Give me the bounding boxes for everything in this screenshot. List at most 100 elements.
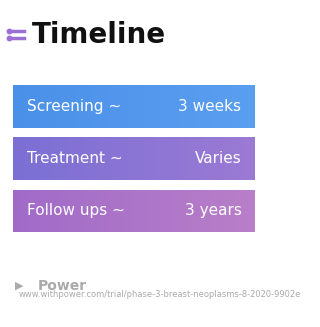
Bar (202, 190, 204, 232)
Bar (35, 85, 38, 128)
Bar (207, 137, 209, 180)
Bar (47, 137, 50, 180)
Bar (105, 85, 108, 128)
Bar (170, 190, 173, 232)
Bar (219, 137, 221, 180)
Bar (180, 137, 183, 180)
Bar (214, 190, 217, 232)
Bar (33, 190, 36, 232)
Bar (228, 85, 231, 128)
Bar (16, 137, 19, 180)
Bar (139, 137, 142, 180)
Bar (228, 190, 231, 232)
Bar (67, 190, 69, 232)
Bar (50, 85, 52, 128)
Bar (74, 85, 76, 128)
Bar (238, 85, 241, 128)
Bar (115, 85, 117, 128)
Bar (134, 190, 137, 232)
Text: Treatment ~: Treatment ~ (27, 151, 123, 166)
Bar (245, 137, 248, 180)
Bar (42, 137, 45, 180)
Bar (100, 85, 103, 128)
Bar (197, 85, 200, 128)
Bar (37, 85, 40, 128)
Bar (134, 137, 137, 180)
Bar (161, 137, 164, 180)
Bar (207, 85, 209, 128)
Bar (59, 137, 62, 180)
Bar (54, 190, 57, 232)
Bar (47, 85, 50, 128)
Bar (124, 85, 127, 128)
Bar (240, 190, 243, 232)
Bar (37, 137, 40, 180)
Bar (185, 85, 188, 128)
Bar (163, 190, 166, 232)
Bar (158, 190, 161, 232)
Text: Timeline: Timeline (32, 21, 166, 49)
Bar (204, 137, 207, 180)
Bar (28, 137, 31, 180)
Bar (35, 190, 38, 232)
Bar (163, 137, 166, 180)
Bar (248, 190, 250, 232)
Bar (243, 85, 245, 128)
Bar (76, 190, 79, 232)
Bar (122, 190, 125, 232)
Bar (223, 85, 226, 128)
Bar (139, 190, 142, 232)
Bar (71, 137, 74, 180)
Bar (148, 137, 151, 180)
Bar (35, 137, 38, 180)
Bar (64, 190, 67, 232)
Bar (146, 190, 149, 232)
Bar (250, 85, 253, 128)
Bar (132, 137, 134, 180)
Bar (13, 85, 16, 128)
Bar (117, 190, 120, 232)
Bar (45, 137, 47, 180)
Text: Varies: Varies (195, 151, 241, 166)
Bar (163, 85, 166, 128)
Bar (182, 85, 185, 128)
Bar (112, 190, 115, 232)
Bar (79, 190, 81, 232)
Bar (59, 85, 62, 128)
Bar (100, 137, 103, 180)
Bar (62, 85, 64, 128)
Bar (21, 85, 23, 128)
Bar (173, 85, 175, 128)
Bar (26, 85, 28, 128)
Bar (231, 85, 233, 128)
Bar (214, 137, 217, 180)
Bar (98, 137, 100, 180)
Bar (103, 190, 105, 232)
Bar (127, 85, 130, 128)
Bar (223, 137, 226, 180)
Bar (252, 190, 255, 232)
Bar (252, 85, 255, 128)
Bar (223, 190, 226, 232)
Bar (71, 85, 74, 128)
Bar (190, 137, 192, 180)
Bar (76, 137, 79, 180)
Bar (100, 190, 103, 232)
Bar (120, 190, 122, 232)
Bar (233, 137, 236, 180)
Bar (105, 190, 108, 232)
Bar (112, 137, 115, 180)
Bar (86, 137, 89, 180)
Bar (168, 85, 171, 128)
Bar (216, 137, 219, 180)
Bar (95, 85, 98, 128)
Bar (151, 190, 154, 232)
Bar (137, 85, 139, 128)
Bar (88, 85, 91, 128)
Bar (103, 85, 105, 128)
Bar (158, 85, 161, 128)
Bar (248, 85, 250, 128)
Bar (180, 85, 183, 128)
Bar (192, 85, 195, 128)
Bar (209, 85, 212, 128)
